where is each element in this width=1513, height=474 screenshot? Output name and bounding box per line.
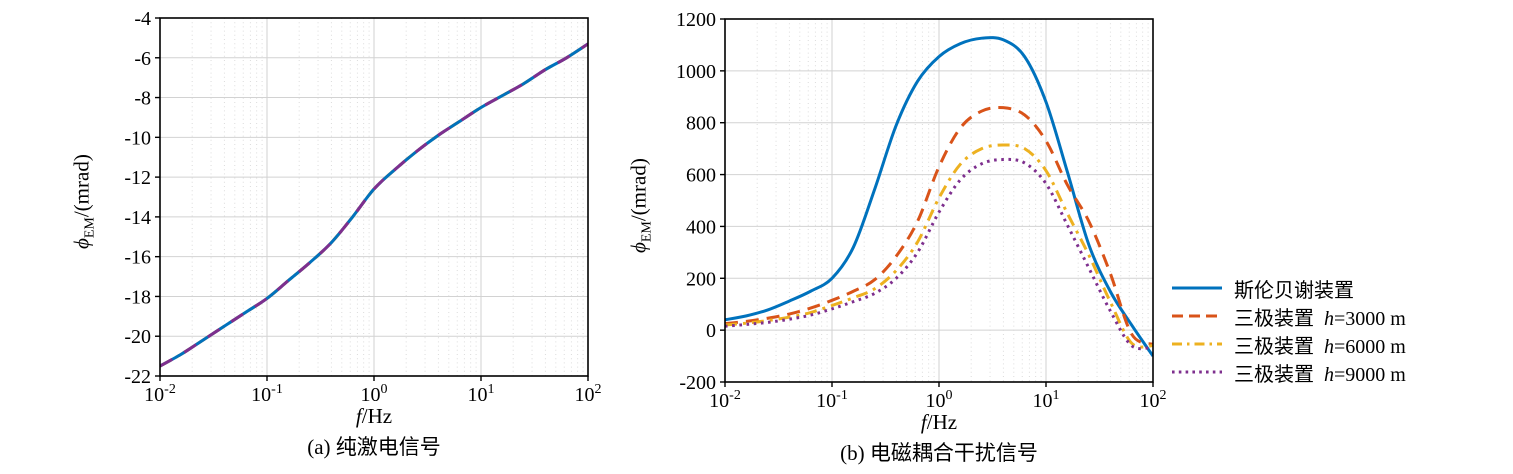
phi-subscript: EM — [639, 221, 655, 243]
series-line-2 — [725, 143, 1153, 349]
data-series — [725, 36, 1153, 357]
legend-label: 斯伦贝谢装置 — [1234, 274, 1364, 303]
x-tick-label: 10-1 — [251, 382, 283, 406]
y-tick-label: 400 — [686, 216, 716, 238]
axis-ticks — [720, 18, 1154, 387]
legend: 斯伦贝谢装置 三极装置 h=3000 m 三极装置 h=6000 m 三极装置 h=9… — [1170, 274, 1406, 386]
series-line-3 — [725, 157, 1153, 351]
y-tick-label: -8 — [134, 88, 151, 110]
legend-item-h3000: 三极装置 h=3000 m — [1170, 302, 1406, 330]
x-tick-label: 10-1 — [816, 388, 848, 412]
legend-h-variable: h — [1324, 307, 1334, 330]
x-axis-variable: f — [920, 410, 927, 434]
y-tick-label: -6 — [134, 48, 151, 70]
x-axis-unit: /Hz — [361, 404, 393, 428]
x-tick-label: 10-2 — [709, 388, 741, 412]
minor-gridlines — [756, 19, 1149, 382]
legend-label-text: 斯伦贝谢装置 — [1234, 279, 1354, 302]
phi-symbol: ϕ — [626, 242, 651, 254]
chart-a-x-axis-label: f/Hz — [160, 404, 588, 429]
y-axis-unit: /(mrad) — [69, 154, 94, 218]
y-tick-label: -14 — [124, 207, 151, 229]
phi-subscript: EM — [82, 217, 98, 239]
y-axis-unit: /(mrad) — [626, 158, 651, 222]
legend-h-value: =6000 m — [1334, 335, 1406, 358]
y-tick-label: 600 — [686, 165, 716, 187]
y-tick-label: -20 — [124, 326, 151, 348]
x-tick-label: 100 — [926, 388, 953, 412]
legend-h-value: =3000 m — [1334, 307, 1406, 330]
legend-h-variable: h — [1324, 335, 1334, 358]
minor-gridlines — [191, 18, 584, 376]
x-tick-label: 102 — [1140, 388, 1167, 412]
x-tick-label: 100 — [361, 382, 388, 406]
legend-label: 三极装置 h=6000 m — [1234, 330, 1406, 359]
legend-line-sample-dashdot — [1172, 342, 1222, 346]
major-gridlines — [725, 19, 1153, 382]
y-tick-label: -200 — [679, 372, 716, 394]
x-tick-label: 101 — [468, 382, 495, 406]
legend-label: 三极装置 h=3000 m — [1234, 302, 1406, 331]
y-tick-label: 1200 — [676, 9, 716, 31]
phi-symbol: ϕ — [69, 238, 94, 250]
chart-b-y-axis-label: ϕEM/(mrad) — [626, 96, 655, 316]
legend-label: 三极装置 h=9000 m — [1234, 358, 1406, 387]
series-line-0 — [725, 36, 1153, 357]
major-gridlines — [160, 18, 588, 376]
series-line-1 — [725, 105, 1153, 346]
x-axis-variable: f — [355, 404, 362, 428]
legend-item-h9000: 三极装置 h=9000 m — [1170, 358, 1406, 386]
y-tick-label: -4 — [134, 8, 151, 30]
x-tick-label: 10-2 — [144, 382, 176, 406]
chart-a-y-axis-label: ϕEM/(mrad) — [69, 92, 98, 312]
y-tick-label: -12 — [124, 167, 151, 189]
y-tick-label: 800 — [686, 113, 716, 135]
y-tick-label: -22 — [124, 366, 151, 388]
legend-line-sample-dashed — [1172, 314, 1222, 318]
data-series — [160, 42, 588, 368]
legend-label-text: 三极装置 — [1234, 363, 1314, 386]
legend-h-variable: h — [1324, 363, 1334, 386]
x-axis-unit: /Hz — [926, 410, 958, 434]
y-tick-label: 200 — [686, 268, 716, 290]
axis-ticks — [155, 17, 589, 381]
legend-line-sample-solid — [1172, 286, 1222, 290]
legend-label-text: 三极装置 — [1234, 307, 1314, 330]
chart-a-caption: (a) 纯激电信号 — [307, 435, 441, 459]
y-tick-label: -18 — [124, 286, 151, 308]
series-line-3 — [160, 42, 588, 368]
legend-item-h6000: 三极装置 h=6000 m — [1170, 330, 1406, 358]
x-tick-label: 102 — [575, 382, 602, 406]
legend-label-text: 三极装置 — [1234, 335, 1314, 358]
y-tick-label: 1000 — [676, 61, 716, 83]
y-tick-label: 0 — [706, 320, 716, 342]
y-tick-label: -10 — [124, 127, 151, 149]
legend-line-sample-dotted — [1172, 370, 1222, 374]
chart-b-caption: (b) 电磁耦合干扰信号 — [840, 441, 1038, 465]
legend-item-schlumberger: 斯伦贝谢装置 — [1170, 274, 1406, 302]
x-tick-label: 101 — [1033, 388, 1060, 412]
y-tick-label: -16 — [124, 247, 151, 269]
chart-b-x-axis-label: f/Hz — [725, 410, 1153, 435]
legend-h-value: =9000 m — [1334, 363, 1406, 386]
